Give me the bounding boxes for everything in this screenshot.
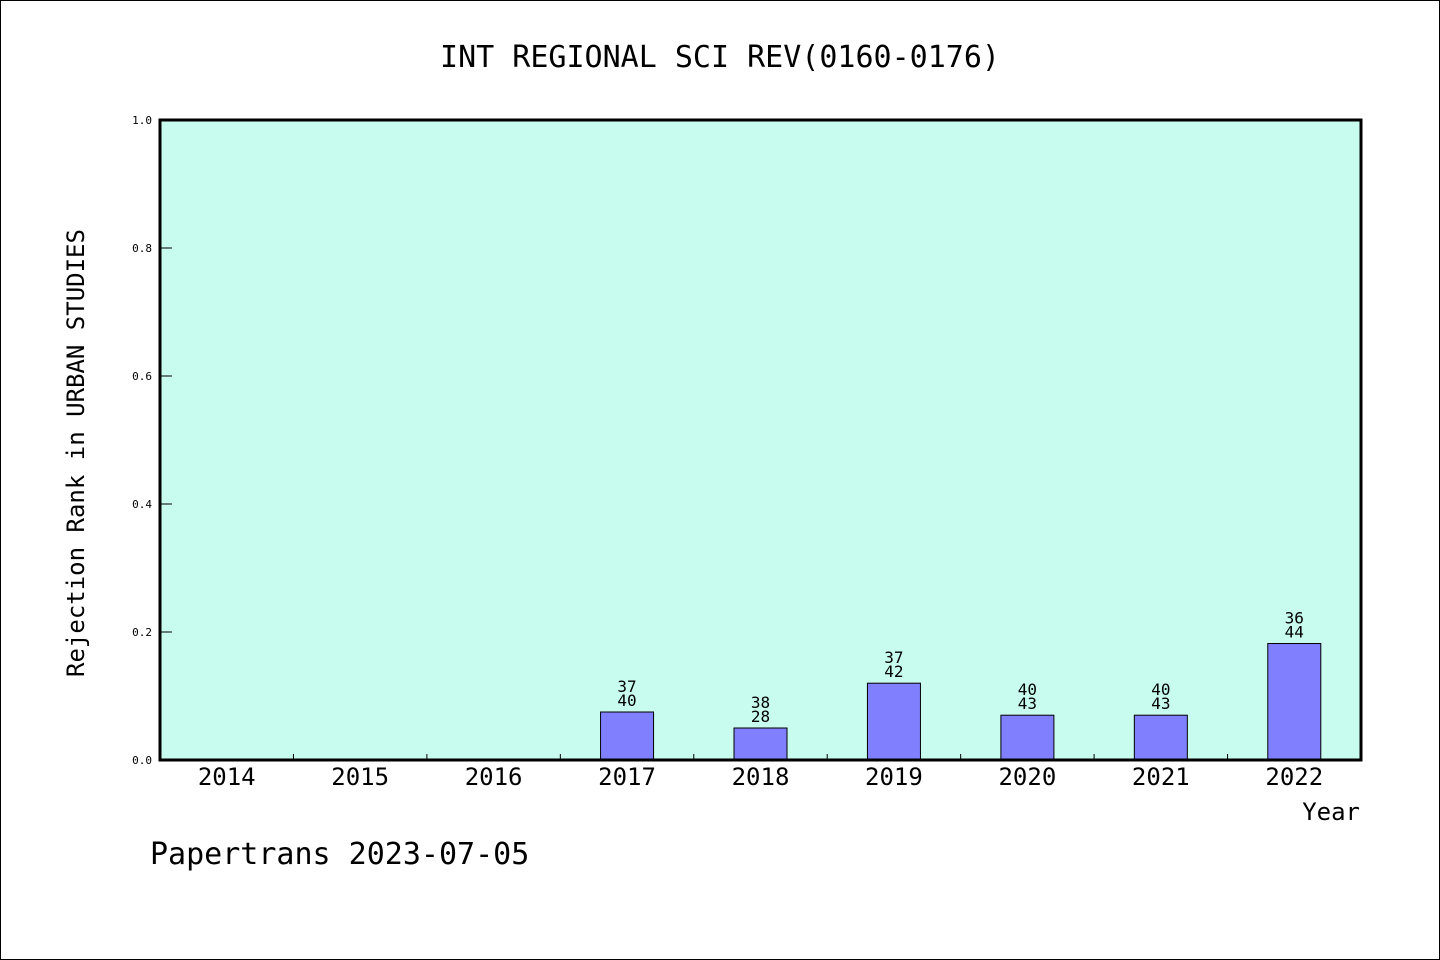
bar-label-top: 36 — [1285, 609, 1304, 628]
y-tick-label: 0.0 — [132, 754, 152, 767]
bar-2018 — [733, 727, 788, 761]
bar-label-top: 38 — [751, 693, 770, 712]
bar-label-top: 40 — [1151, 680, 1170, 699]
bar-label-top: 40 — [1018, 680, 1037, 699]
x-tick-label: 2022 — [1265, 763, 1323, 791]
bar-label-top: 37 — [617, 677, 636, 696]
bar-2021 — [1133, 714, 1188, 761]
bar-2022 — [1267, 643, 1322, 761]
x-axis-label: Year — [1302, 798, 1360, 826]
y-tick-label: 0.2 — [132, 626, 152, 639]
x-tick-label: 2014 — [198, 763, 256, 791]
plot-border — [158, 118, 1363, 762]
x-tick-label: 2021 — [1132, 763, 1190, 791]
x-tick-label: 2020 — [998, 763, 1056, 791]
y-tick-label: 0.8 — [132, 242, 152, 255]
bar-label-bottom: 43 — [1018, 694, 1037, 713]
x-tick-label: 2017 — [598, 763, 656, 791]
bar-label-bottom: 42 — [884, 662, 903, 681]
x-tick-label: 2018 — [732, 763, 790, 791]
bar-label-top: 37 — [884, 648, 903, 667]
bar-2019 — [866, 682, 921, 761]
bar-label-bottom: 40 — [617, 691, 636, 710]
bar-label-bottom: 43 — [1151, 694, 1170, 713]
y-axis-label: Rejection Rank in URBAN STUDIES — [62, 229, 90, 677]
bar-2017 — [600, 711, 655, 761]
x-tick-label: 2015 — [331, 763, 389, 791]
bar-label-bottom: 44 — [1285, 623, 1304, 642]
credit-text: Papertrans 2023-07-05 — [150, 837, 529, 872]
y-tick-label: 0.4 — [132, 498, 152, 511]
bar-label-bottom: 28 — [751, 707, 770, 726]
y-tick-label: 1.0 — [132, 114, 152, 127]
x-tick-label: 2019 — [865, 763, 923, 791]
y-tick-label: 0.6 — [132, 370, 152, 383]
x-axis: 2014 2015 2016 2017 2018 2019 2020 2021 2022 — [198, 754, 1323, 791]
x-tick-label: 2016 — [465, 763, 523, 791]
chart-title: INT REGIONAL SCI REV(0160-0176) — [440, 40, 1000, 75]
plot-area — [160, 120, 1361, 760]
bar-2020 — [1000, 714, 1055, 761]
